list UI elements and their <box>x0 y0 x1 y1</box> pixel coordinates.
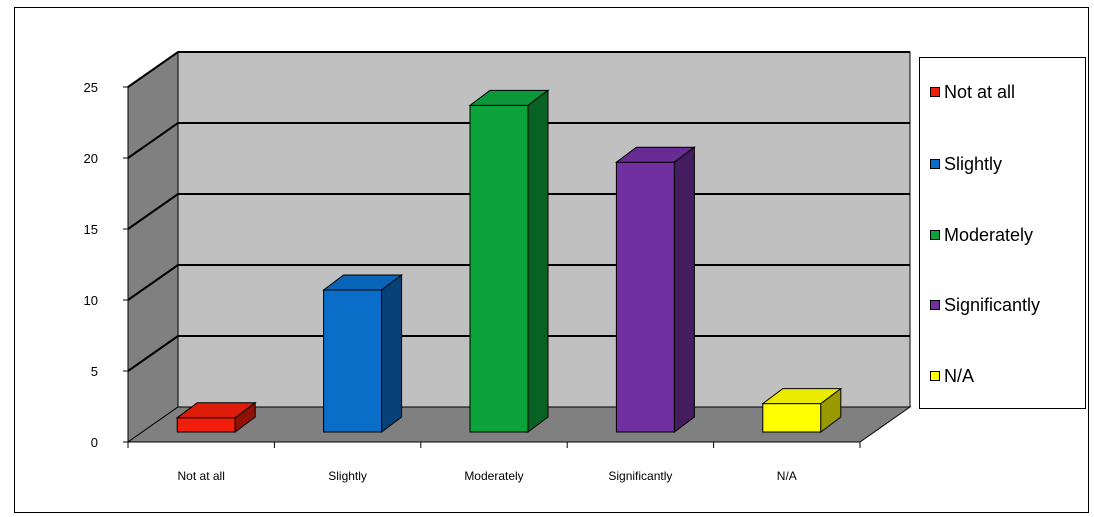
y-tick-label: 20 <box>84 151 98 166</box>
bar-front <box>176 417 236 433</box>
bar-side <box>820 387 842 433</box>
legend-item: Significantly <box>930 293 1040 317</box>
legend-label: Not at all <box>944 81 1016 102</box>
bar-slightly <box>322 274 404 433</box>
legend-item: N/A <box>930 364 974 388</box>
legend-swatch <box>930 230 940 240</box>
bar-n-a <box>761 387 843 433</box>
bar-front <box>762 403 822 433</box>
bar-significantly <box>614 146 696 433</box>
y-tick-label: 10 <box>84 293 98 308</box>
chart-legend: Not at all Slightly Moderately Significantl… <box>919 57 1086 409</box>
x-axis-category-labels: Not at all Slightly Moderately Significantl… <box>178 469 797 483</box>
gridline <box>127 51 910 88</box>
y-tick-label: 25 <box>84 80 98 95</box>
legend-swatch <box>930 371 940 381</box>
legend-label: N/A <box>944 365 975 386</box>
legend-swatch <box>930 159 940 169</box>
x-category-label: Moderately <box>464 469 523 483</box>
bar-front <box>469 104 529 433</box>
chart-axis <box>123 86 861 448</box>
bar-moderately <box>468 89 550 433</box>
bar-not-at-all <box>175 401 257 433</box>
x-category-label: Slightly <box>328 469 367 483</box>
y-tick-label: 15 <box>84 222 98 237</box>
bar-front <box>615 161 675 433</box>
bar-side <box>527 89 549 433</box>
legend-item: Not at all <box>930 80 1015 104</box>
bar-front <box>323 289 383 433</box>
legend-label: Moderately <box>944 224 1034 245</box>
bar-side <box>234 401 256 433</box>
legend-label: Significantly <box>944 294 1041 315</box>
gridline <box>127 122 910 159</box>
y-tick-label: 0 <box>91 435 98 450</box>
legend-swatch <box>930 87 940 97</box>
legend-item: Moderately <box>930 223 1033 247</box>
side-wall <box>127 51 179 443</box>
y-tick-label: 5 <box>91 364 98 379</box>
legend-label: Slightly <box>944 153 1003 174</box>
x-category-label: N/A <box>777 469 797 483</box>
legend-item: Slightly <box>930 152 1002 176</box>
chart-bars <box>175 89 843 433</box>
bar-side <box>673 146 695 433</box>
bar-side <box>381 274 403 433</box>
y-axis-tick-labels: 0 5 10 15 20 25 <box>84 80 98 450</box>
x-category-label: Not at all <box>178 469 225 483</box>
legend-swatch <box>930 300 940 310</box>
x-category-label: Significantly <box>608 469 672 483</box>
